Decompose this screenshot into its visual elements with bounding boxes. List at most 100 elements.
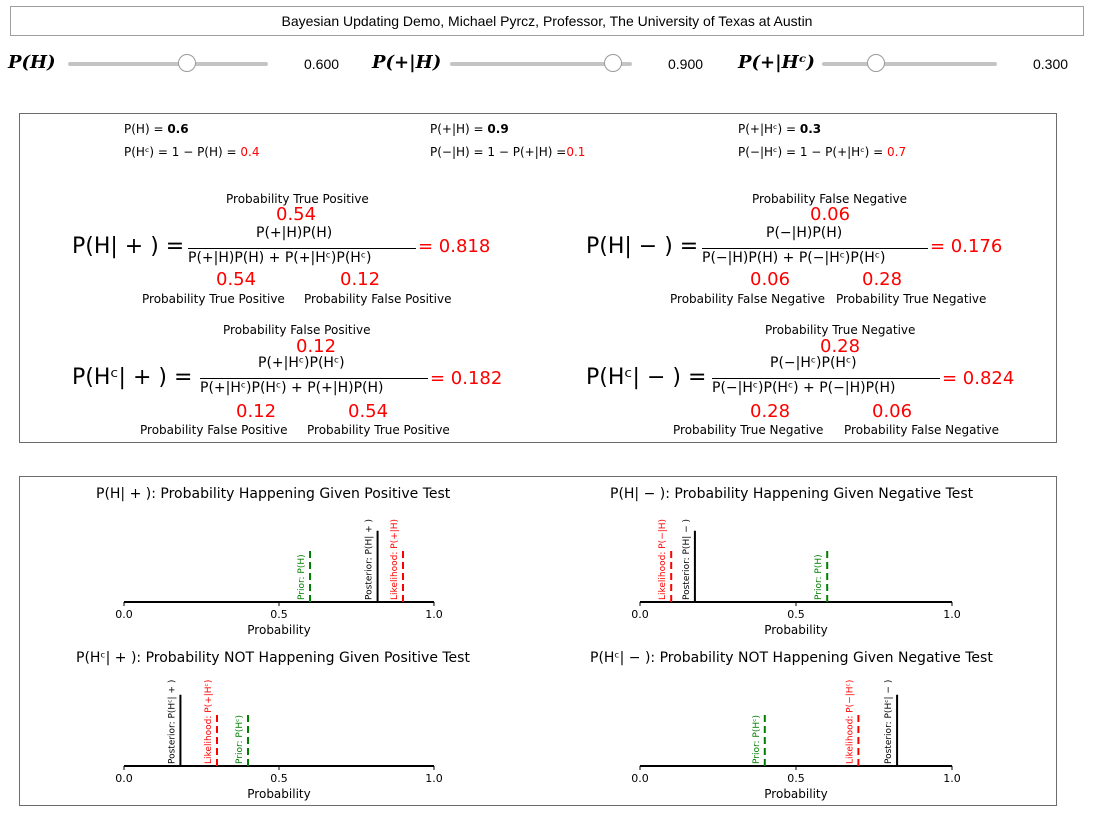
slider-thumb-pposhc[interactable]: [867, 54, 885, 72]
denominator-value-1: 0.12: [236, 401, 277, 422]
tick-label: 1.0: [943, 772, 961, 785]
denominator-value-1: 0.28: [750, 401, 791, 422]
denominator-caption-2: Probability False Negative: [844, 423, 1000, 437]
denominator-caption-2: Probability True Positive: [307, 423, 450, 437]
chart-3: 0.0 0.5 1.0 Probability Prior: P(Hᶜ) Likeliho…: [631, 680, 961, 801]
equation-result: = 0.824: [942, 368, 1015, 389]
numerator-value: 0.06: [810, 204, 851, 225]
marker-label: Prior: P(Hᶜ): [235, 715, 245, 764]
marker-label: Likelihood: P(+|H): [390, 519, 400, 600]
denominator-value-2: 0.28: [862, 269, 903, 290]
equation-lhs: P(Hᶜ| + ) =: [72, 365, 193, 390]
numerator-caption: Probability True Positive: [226, 192, 369, 206]
chart-title-h-pos: P(H| + ): Probability Happening Given Po…: [96, 486, 451, 502]
summary-pposh: P(+|H) = 0.9: [430, 122, 509, 136]
equation-numerator: P(+|Hᶜ)P(Hᶜ): [258, 355, 345, 371]
chart-title-h-neg: P(H| − ): Probability Happening Given Ne…: [610, 486, 974, 502]
x-axis-label: Probability: [247, 787, 310, 801]
fraction-bar: [702, 248, 928, 249]
summary-pposhc: P(+|Hᶜ) = 0.3: [738, 122, 822, 136]
summary-pneghc: P(−|Hᶜ) = 1 − P(+|Hᶜ) = 0.7: [738, 145, 907, 159]
denominator-value-2: 0.06: [872, 401, 913, 422]
slider-thumb-ph[interactable]: [178, 54, 196, 72]
equation-lhs: P(H| − ) =: [586, 234, 699, 259]
denominator-caption-2: Probability True Negative: [836, 292, 987, 306]
chart-2: 0.0 0.5 1.0 Probability Posterior: P(Hᶜ| + )…: [115, 680, 443, 801]
summary-ph: P(H) = 0.6: [124, 122, 189, 136]
tick-label: 0.0: [631, 772, 649, 785]
summary-pnegh: P(−|H) = 1 − P(+|H) =0.1: [430, 145, 586, 159]
tick-label: 0.5: [270, 772, 288, 785]
fraction-bar: [188, 248, 416, 249]
equation-numerator: P(−|Hᶜ)P(Hᶜ): [770, 355, 857, 371]
tick-label: 0.0: [631, 608, 649, 621]
denominator-caption-1: Probability True Positive: [142, 292, 285, 306]
denominator-value-1: 0.54: [216, 269, 257, 290]
summary-phc: P(Hᶜ) = 1 − P(H) = 0.4: [124, 145, 260, 159]
denominator-value-2: 0.54: [348, 401, 389, 422]
slider-track-ph[interactable]: [68, 62, 268, 66]
chart-1: 0.0 0.5 1.0 Probability Likelihood: P(−|H) Po…: [631, 519, 961, 637]
marker-label: Prior: P(H): [814, 554, 824, 600]
equation-result: = 0.176: [930, 236, 1003, 257]
slider-value-pposhc: 0.300: [1033, 56, 1069, 72]
equation-numerator: P(−|H)P(H): [766, 225, 843, 241]
tick-label: 0.5: [270, 608, 288, 621]
slider-track-pposhc[interactable]: [822, 62, 997, 66]
slider-label-ph: P(H): [8, 52, 56, 73]
numerator-value: 0.12: [296, 336, 337, 357]
app-title: Bayesian Updating Demo, Michael Pyrcz, P…: [10, 6, 1084, 36]
chart-title-hc-pos: P(Hᶜ| + ): Probability NOT Happening Giv…: [76, 650, 470, 666]
tick-label: 1.0: [425, 772, 443, 785]
charts-svg: 0.0 0.5 1.0 Probability Prior: P(H) Posterior…: [115, 519, 961, 801]
equation-denominator: P(+|H)P(H) + P(+|Hᶜ)P(Hᶜ): [188, 250, 372, 266]
numerator-value: 0.54: [276, 204, 317, 225]
marker-label: Posterior: P(H| + ): [365, 519, 375, 600]
slider-thumb-pposh[interactable]: [604, 54, 622, 72]
tick-label: 1.0: [425, 608, 443, 621]
chart-0: 0.0 0.5 1.0 Probability Prior: P(H) Posterior…: [115, 519, 443, 637]
tick-label: 0.0: [115, 608, 133, 621]
x-axis-label: Probability: [764, 787, 827, 801]
slider-label-pposhc: P(+|Hᶜ): [738, 52, 815, 73]
tick-label: 0.5: [787, 772, 805, 785]
slider-label-pposh: P(+|H): [372, 52, 442, 73]
equation-lhs: P(H| + ) =: [72, 234, 185, 259]
fraction-bar: [200, 378, 428, 379]
x-axis-label: Probability: [764, 623, 827, 637]
denominator-value-1: 0.06: [750, 269, 791, 290]
equation-numerator: P(+|H)P(H): [256, 225, 333, 241]
marker-label: Prior: P(H): [297, 554, 307, 600]
marker-label: Prior: P(Hᶜ): [752, 715, 762, 764]
numerator-caption: Probability False Positive: [223, 323, 371, 337]
equation-panel: P(H) = 0.6 P(Hᶜ) = 1 − P(H) = 0.4 P(+|H)…: [19, 113, 1057, 443]
tick-label: 1.0: [943, 608, 961, 621]
numerator-value: 0.28: [820, 336, 861, 357]
denominator-caption-1: Probability True Negative: [673, 423, 824, 437]
equation-denominator: P(+|Hᶜ)P(Hᶜ) + P(+|H)P(H): [200, 380, 384, 396]
equation-result: = 0.818: [418, 236, 491, 257]
slider-track-pposh[interactable]: [450, 62, 632, 66]
equation-lhs: P(Hᶜ| − ) =: [586, 365, 707, 390]
marker-label: Posterior: P(H| − ): [682, 519, 692, 600]
equation-denominator: P(−|H)P(H) + P(−|Hᶜ)P(Hᶜ): [702, 250, 886, 266]
denominator-caption-1: Probability False Negative: [670, 292, 826, 306]
marker-label: Posterior: P(Hᶜ| + ): [167, 680, 177, 764]
slider-value-ph: 0.600: [304, 56, 340, 72]
slider-value-pposh: 0.900: [668, 56, 704, 72]
equation-result: = 0.182: [430, 368, 503, 389]
charts-panel: P(H| + ): Probability Happening Given Po…: [19, 476, 1057, 806]
x-axis-label: Probability: [247, 623, 310, 637]
chart-title-hc-neg: P(Hᶜ| − ): Probability NOT Happening Giv…: [590, 650, 993, 666]
denominator-caption-2: Probability False Positive: [304, 292, 452, 306]
marker-label: Likelihood: P(−|Hᶜ): [845, 680, 855, 764]
marker-label: Posterior: P(Hᶜ| − ): [884, 680, 894, 764]
marker-label: Likelihood: P(+|Hᶜ): [204, 680, 214, 764]
equation-denominator: P(−|Hᶜ)P(Hᶜ) + P(−|H)P(H): [712, 380, 896, 396]
denominator-caption-1: Probability False Positive: [140, 423, 288, 437]
numerator-caption: Probability False Negative: [752, 192, 908, 206]
marker-label: Likelihood: P(−|H): [658, 519, 668, 600]
numerator-caption: Probability True Negative: [765, 323, 916, 337]
fraction-bar: [712, 378, 940, 379]
tick-label: 0.0: [115, 772, 133, 785]
